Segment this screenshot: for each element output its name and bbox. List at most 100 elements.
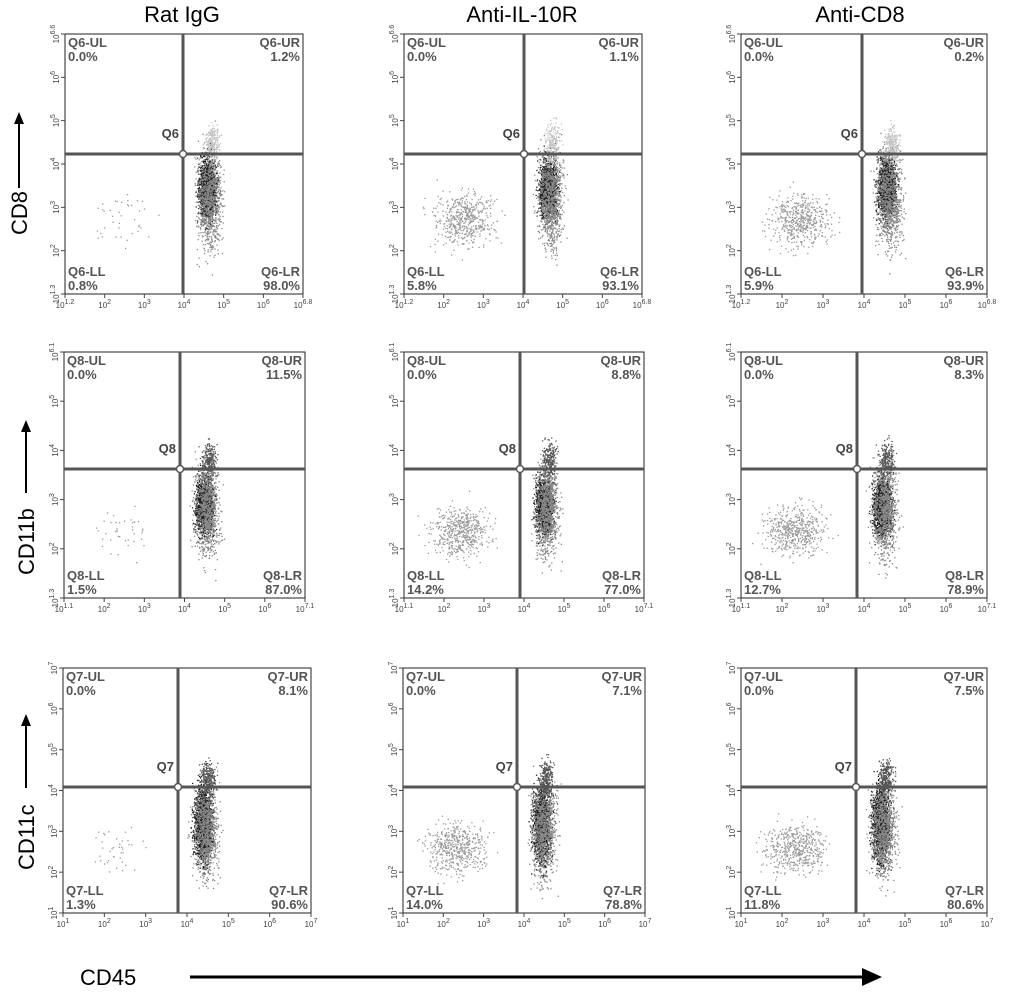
quadrant-ur-percent: 1.2% bbox=[270, 49, 300, 64]
event-dot bbox=[204, 188, 205, 189]
event-dot bbox=[204, 232, 205, 233]
event-dot bbox=[553, 252, 554, 253]
event-dot bbox=[214, 223, 215, 224]
event-dot bbox=[200, 183, 201, 184]
event-dot bbox=[541, 190, 542, 191]
event-dot bbox=[562, 228, 563, 229]
event-dot bbox=[551, 173, 552, 174]
event-dot bbox=[543, 180, 544, 181]
event-dot bbox=[562, 192, 563, 193]
event-dot bbox=[102, 209, 103, 210]
event-dot bbox=[209, 207, 210, 208]
event-dot bbox=[214, 156, 215, 157]
event-dot bbox=[220, 187, 221, 188]
event-dot bbox=[198, 167, 199, 168]
event-dot bbox=[551, 169, 552, 170]
event-dot bbox=[203, 186, 204, 187]
event-dot bbox=[562, 210, 563, 211]
event-dot bbox=[205, 159, 206, 160]
event-dot bbox=[543, 175, 544, 176]
event-dot bbox=[552, 202, 553, 203]
event-dot bbox=[214, 255, 215, 256]
event-dot bbox=[215, 217, 216, 218]
event-dot bbox=[200, 168, 201, 169]
event-dot bbox=[209, 131, 210, 132]
event-dot bbox=[533, 206, 534, 207]
event-dot bbox=[540, 151, 541, 152]
event-dot bbox=[222, 216, 223, 217]
event-dot bbox=[210, 156, 211, 157]
event-dot bbox=[201, 187, 202, 188]
event-dot bbox=[550, 180, 551, 181]
event-dot bbox=[196, 216, 197, 217]
event-dot bbox=[547, 135, 548, 136]
event-dot bbox=[202, 166, 203, 167]
event-dot bbox=[217, 249, 218, 250]
event-dot bbox=[554, 236, 555, 237]
gate-center-handle[interactable] bbox=[180, 151, 187, 158]
event-dot bbox=[561, 197, 562, 198]
event-dot bbox=[550, 120, 551, 121]
event-dot bbox=[200, 227, 201, 228]
event-dot bbox=[544, 226, 545, 227]
event-dot bbox=[211, 178, 212, 179]
event-dot bbox=[539, 207, 540, 208]
event-dot bbox=[194, 166, 195, 167]
event-dot bbox=[206, 233, 207, 234]
panel-grid: Q6Q6-UL0.0%Q6-UR1.2%Q6-LL0.8%Q6-LR98.0%1… bbox=[48, 25, 996, 929]
event-dot bbox=[537, 196, 538, 197]
event-dot bbox=[555, 167, 556, 168]
event-dot bbox=[537, 187, 538, 188]
event-dot bbox=[537, 226, 538, 227]
event-dot bbox=[537, 211, 538, 212]
event-dot bbox=[542, 204, 543, 205]
event-dot bbox=[197, 197, 198, 198]
event-dot bbox=[217, 124, 218, 125]
event-dot bbox=[197, 220, 198, 221]
event-dot bbox=[212, 163, 213, 164]
event-dot bbox=[559, 207, 560, 208]
event-dot bbox=[205, 261, 206, 262]
event-dot bbox=[536, 212, 537, 213]
event-dot bbox=[222, 253, 223, 254]
event-dot bbox=[217, 130, 218, 131]
event-dot bbox=[220, 191, 221, 192]
event-dot bbox=[213, 169, 214, 170]
event-dot bbox=[547, 232, 548, 233]
event-dot bbox=[555, 255, 556, 256]
event-dot bbox=[538, 200, 539, 201]
event-dot bbox=[203, 147, 204, 148]
event-dot bbox=[547, 186, 548, 187]
event-dot bbox=[546, 191, 547, 192]
event-dot bbox=[544, 166, 545, 167]
event-dot bbox=[219, 172, 220, 173]
event-dot bbox=[212, 221, 213, 222]
event-dot bbox=[221, 166, 222, 167]
event-dot bbox=[208, 212, 209, 213]
event-dot bbox=[214, 167, 215, 168]
event-dot bbox=[195, 185, 196, 186]
event-dot bbox=[553, 238, 554, 239]
event-dot bbox=[542, 215, 543, 216]
event-dot bbox=[211, 242, 212, 243]
event-dot bbox=[220, 143, 221, 144]
event-dot bbox=[560, 167, 561, 168]
event-dot bbox=[218, 144, 219, 145]
event-dot bbox=[207, 174, 208, 175]
event-dot bbox=[207, 201, 208, 202]
event-dot bbox=[552, 214, 553, 215]
event-dot bbox=[539, 215, 540, 216]
event-dot bbox=[207, 179, 208, 180]
event-dot bbox=[127, 204, 128, 205]
event-dot bbox=[536, 195, 537, 196]
event-dot bbox=[139, 210, 140, 211]
event-dot bbox=[213, 145, 214, 146]
event-dot bbox=[196, 191, 197, 192]
event-dot bbox=[202, 200, 203, 201]
event-dot bbox=[559, 210, 560, 211]
event-dot bbox=[216, 166, 217, 167]
event-dot bbox=[209, 255, 210, 256]
event-dot bbox=[545, 175, 546, 176]
event-dot bbox=[546, 161, 547, 162]
event-dot bbox=[551, 249, 552, 250]
